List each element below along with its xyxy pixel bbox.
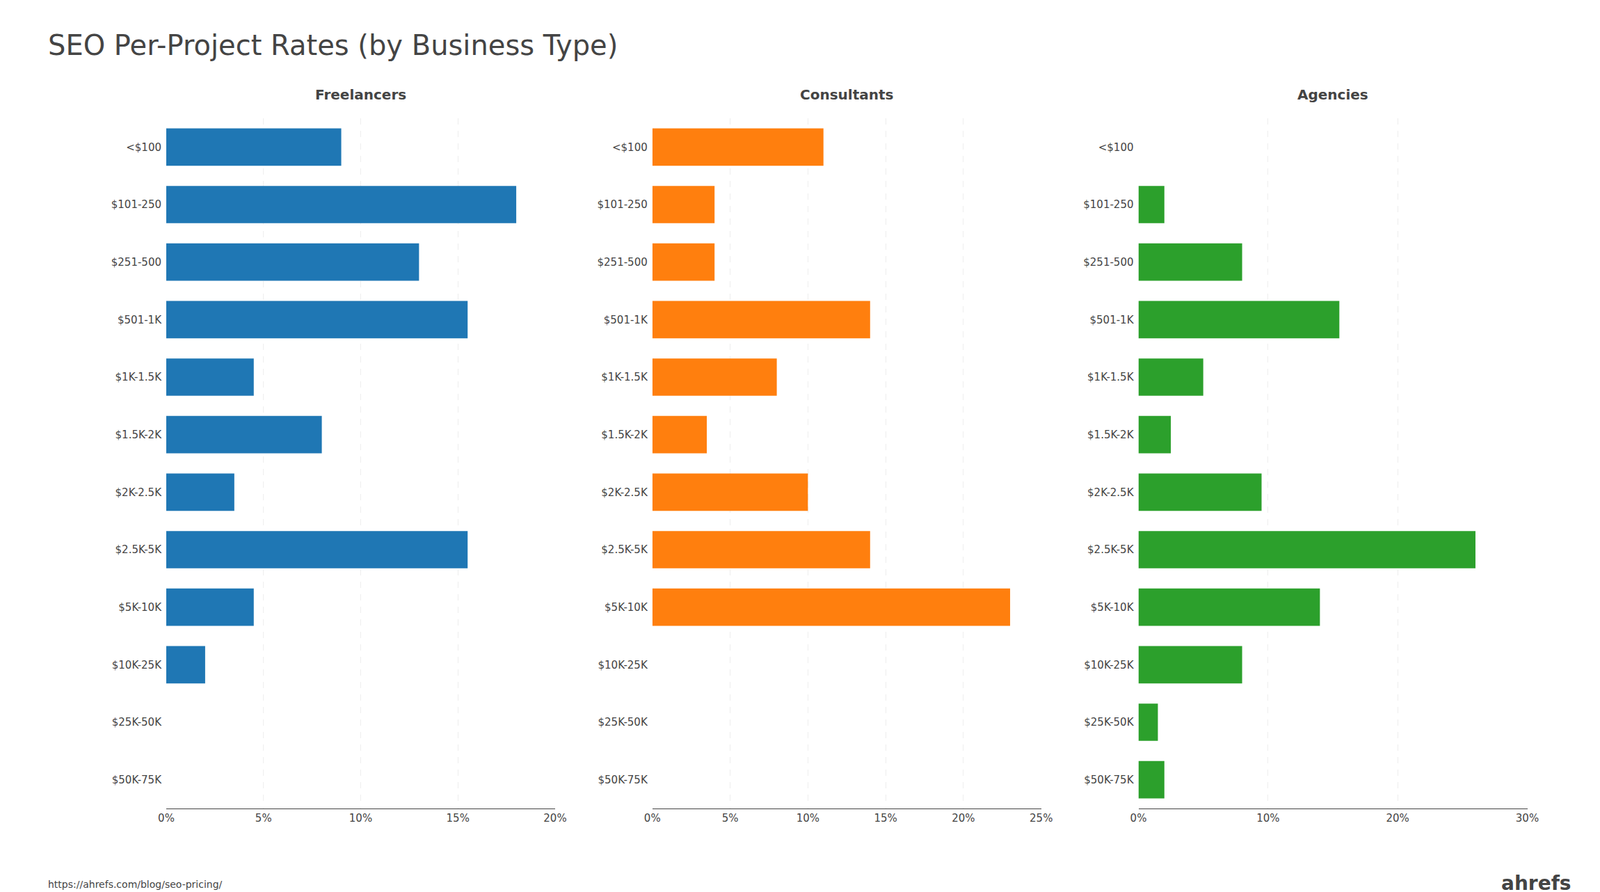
svg-text:$1K-1.5K: $1K-1.5K	[115, 370, 163, 384]
svg-text:$101-250: $101-250	[1083, 198, 1134, 211]
svg-text:$1K-1.5K: $1K-1.5K	[601, 370, 649, 384]
svg-text:10%: 10%	[796, 811, 820, 825]
svg-text:$1.5K-2K: $1.5K-2K	[1087, 428, 1135, 442]
svg-text:$10K-25K: $10K-25K	[1083, 658, 1134, 672]
svg-text:$251-500: $251-500	[597, 256, 648, 269]
svg-text:$5K-10K: $5K-10K	[118, 601, 163, 614]
svg-text:$50K-75K: $50K-75K	[1083, 773, 1134, 787]
svg-text:SEO Per-Project Rates (by Busi: SEO Per-Project Rates (by Business Type)	[48, 29, 618, 62]
svg-text:$10K-25K: $10K-25K	[598, 658, 649, 672]
svg-text:<$100: <$100	[1098, 141, 1134, 154]
svg-text:10%: 10%	[349, 811, 373, 825]
svg-text:$2K-2.5K: $2K-2.5K	[1087, 486, 1135, 499]
svg-text:$501-1K: $501-1K	[1090, 313, 1135, 327]
svg-text:15%: 15%	[446, 811, 470, 825]
svg-text:0%: 0%	[644, 811, 661, 825]
svg-text:<$100: <$100	[612, 141, 648, 154]
svg-text:$2.5K-5K: $2.5K-5K	[115, 543, 163, 556]
svg-text:20%: 20%	[1385, 811, 1409, 825]
svg-text:$2.5K-5K: $2.5K-5K	[1087, 543, 1135, 556]
svg-text:5%: 5%	[722, 811, 739, 825]
svg-text:$101-250: $101-250	[597, 198, 648, 211]
svg-text:$5K-10K: $5K-10K	[604, 601, 649, 614]
svg-text:$25K-50K: $25K-50K	[1083, 715, 1134, 729]
svg-text:$2K-2.5K: $2K-2.5K	[601, 486, 649, 499]
svg-text:30%: 30%	[1515, 811, 1539, 825]
svg-text:20%: 20%	[951, 811, 975, 825]
svg-text:$5K-10K: $5K-10K	[1090, 601, 1135, 614]
svg-text:$251-500: $251-500	[1083, 256, 1134, 269]
svg-text:15%: 15%	[873, 811, 897, 825]
svg-text:0%: 0%	[157, 811, 175, 825]
svg-text:0%: 0%	[1130, 811, 1148, 825]
svg-text:https://ahrefs.com/blog/seo-pr: https://ahrefs.com/blog/seo-pricing/	[48, 878, 223, 890]
svg-text:$10K-25K: $10K-25K	[112, 658, 163, 672]
svg-text:Consultants: Consultants	[800, 86, 894, 103]
svg-text:20%: 20%	[543, 811, 567, 825]
svg-text:$2K-2.5K: $2K-2.5K	[115, 486, 163, 499]
svg-text:ahrefs: ahrefs	[1501, 871, 1571, 892]
svg-text:$25K-50K: $25K-50K	[598, 715, 649, 729]
svg-text:Agencies: Agencies	[1297, 86, 1369, 103]
svg-text:$1K-1.5K: $1K-1.5K	[1087, 370, 1135, 384]
svg-text:$50K-75K: $50K-75K	[598, 773, 649, 787]
svg-text:$25K-50K: $25K-50K	[112, 715, 163, 729]
svg-text:$251-500: $251-500	[111, 256, 162, 269]
svg-text:<$100: <$100	[125, 141, 162, 154]
svg-text:$101-250: $101-250	[111, 198, 162, 211]
svg-text:$50K-75K: $50K-75K	[112, 773, 163, 787]
svg-text:5%: 5%	[255, 811, 272, 825]
svg-text:25%: 25%	[1029, 811, 1053, 825]
svg-text:$1.5K-2K: $1.5K-2K	[601, 428, 649, 442]
svg-text:10%: 10%	[1256, 811, 1280, 825]
svg-text:Freelancers: Freelancers	[315, 86, 407, 103]
svg-text:$501-1K: $501-1K	[603, 313, 649, 327]
svg-text:$501-1K: $501-1K	[117, 313, 163, 327]
svg-text:$1.5K-2K: $1.5K-2K	[115, 428, 163, 442]
svg-text:$2.5K-5K: $2.5K-5K	[601, 543, 649, 556]
